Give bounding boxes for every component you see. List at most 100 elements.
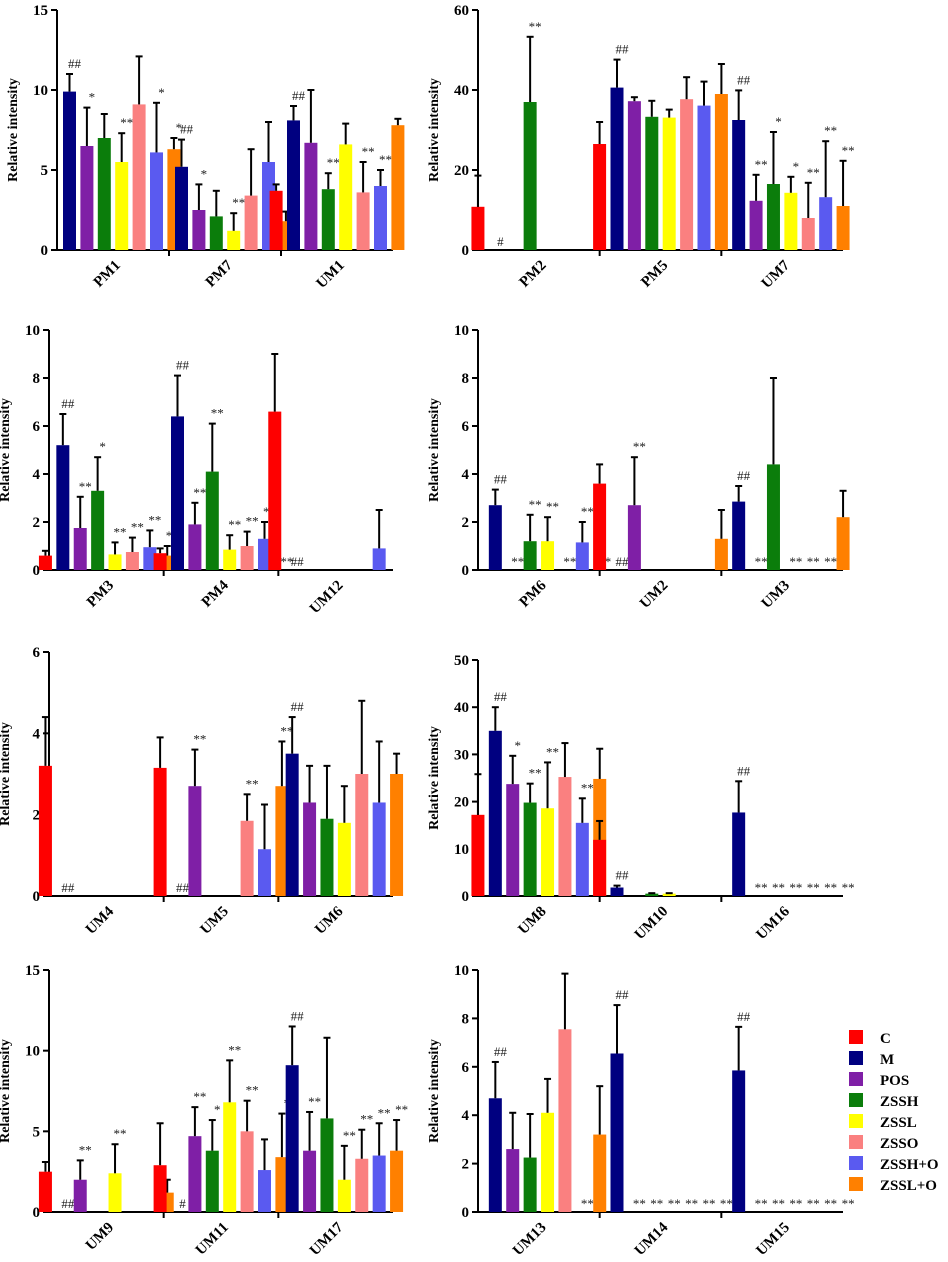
y-tick-label: 40	[454, 83, 469, 99]
significance-label: ##	[616, 987, 630, 1002]
significance-label: **	[148, 512, 161, 527]
y-tick-label: 30	[454, 747, 469, 763]
bar-pos	[73, 528, 87, 570]
y-tick-label: 2	[33, 808, 41, 824]
significance-label: ##	[616, 554, 630, 569]
y-tick-label: 20	[454, 795, 469, 811]
y-tick-label: 10	[25, 323, 40, 339]
y-tick-label: 6	[462, 1060, 470, 1076]
significance-label: **	[246, 776, 259, 791]
significance-label: **	[395, 1102, 408, 1117]
significance-label: **	[546, 499, 559, 514]
significance-label: **	[193, 732, 206, 747]
bar-zssh	[523, 541, 537, 570]
bar-c	[153, 767, 167, 896]
y-tick-label: 0	[462, 243, 470, 259]
bar-c	[471, 814, 485, 896]
category-label: UM3	[759, 578, 793, 612]
y-axis-label: Relative intensity	[0, 398, 13, 502]
legend-swatch	[849, 1093, 863, 1107]
y-tick-label: 2	[33, 515, 41, 531]
significance-label: **	[193, 485, 206, 500]
y-axis-label: Relative intensity	[0, 1039, 13, 1143]
significance-label: **	[824, 554, 837, 569]
bar-pos	[80, 146, 94, 250]
y-tick-label: 2	[462, 515, 470, 531]
bar-c	[593, 483, 607, 570]
category-label: UM13	[510, 1220, 550, 1260]
chart-panel-5: 0 2 4 6 Relative intensity UM4 ## UM5 ## ** ** ** UM…	[0, 645, 404, 938]
significance-label: ##	[494, 472, 508, 487]
bar-zssh	[523, 102, 537, 250]
bar-zsso	[801, 218, 815, 250]
significance-label: **	[755, 880, 768, 895]
significance-label: **	[546, 744, 559, 759]
y-tick-label: 15	[33, 3, 48, 19]
bar-pos	[749, 200, 763, 250]
significance-label: ##	[494, 689, 508, 704]
chart-panel-4: 0 2 4 6 8 10 Relative intensity PM6 ## ** ** ** ** **…	[427, 323, 850, 612]
significance-label: ##	[176, 358, 190, 373]
significance-label: **	[378, 1105, 391, 1120]
bar-pos	[627, 505, 641, 570]
significance-label: **	[581, 780, 594, 795]
bar-c	[153, 553, 167, 570]
bar-pos	[506, 1149, 520, 1212]
y-tick-label: 4	[33, 726, 41, 742]
y-axis-label: Relative intensity	[427, 398, 442, 502]
significance-label: **	[772, 1196, 785, 1211]
y-tick-label: 0	[462, 563, 470, 579]
bar-zssl	[541, 808, 555, 896]
category-label: UM4	[83, 903, 118, 938]
legend: CM POS ZSSH ZSSL ZSSO ZSSH+O ZSSL+O	[849, 1030, 939, 1194]
significance-label: **	[280, 723, 293, 738]
significance-label: *	[176, 120, 183, 135]
significance-label: **	[650, 1196, 663, 1211]
bar-zssl-plus-o	[275, 1157, 289, 1212]
y-tick-label: 10	[454, 323, 469, 339]
significance-label: **	[114, 524, 127, 539]
significance-label: **	[807, 165, 820, 180]
bar-m	[732, 812, 746, 896]
bar-pos	[303, 802, 317, 896]
bar-zssh-plus-o	[258, 538, 271, 570]
significance-label: **	[343, 1128, 356, 1143]
bar-c	[593, 144, 607, 250]
category-label: PM7	[203, 257, 236, 290]
bar-pos	[73, 1179, 87, 1212]
y-tick-label: 60	[454, 3, 469, 19]
category-label: PM3	[84, 578, 117, 611]
category-label: UM9	[83, 1220, 117, 1254]
bar-zssl-plus-o	[714, 94, 728, 250]
bar-m	[63, 91, 76, 250]
significance-label: **	[772, 880, 785, 895]
significance-label: **	[668, 1196, 681, 1211]
significance-label: **	[362, 144, 375, 159]
significance-label: **	[633, 1196, 646, 1211]
y-tick-label: 10	[25, 1044, 40, 1060]
significance-label: ##	[180, 122, 194, 137]
y-tick-label: 10	[33, 83, 48, 99]
bar-zssh	[97, 138, 111, 250]
significance-label: **	[824, 880, 837, 895]
significance-label: **	[246, 514, 259, 529]
bar-zssh	[205, 471, 219, 570]
significance-label: ##	[291, 699, 305, 714]
bar-zsso	[355, 774, 369, 896]
significance-label: **	[280, 554, 293, 569]
bar-m	[610, 887, 624, 896]
chart-panel-8: 0 2 4 6 8 10 Relative intensity UM13 ## ** UM14 ## *…	[427, 963, 855, 1259]
bar-m	[56, 445, 70, 570]
significance-label: *	[793, 159, 800, 174]
y-tick-label: 40	[454, 700, 469, 716]
significance-label: **	[120, 115, 133, 130]
category-label: UM10	[632, 904, 672, 944]
significance-label: **	[228, 517, 241, 532]
y-tick-label: 6	[33, 419, 41, 435]
y-tick-label: 4	[462, 467, 470, 483]
bar-zssl	[108, 554, 122, 570]
bar-zsso	[558, 1029, 572, 1212]
legend-label: ZSSO	[880, 1136, 918, 1152]
category-label: UM6	[312, 903, 347, 938]
